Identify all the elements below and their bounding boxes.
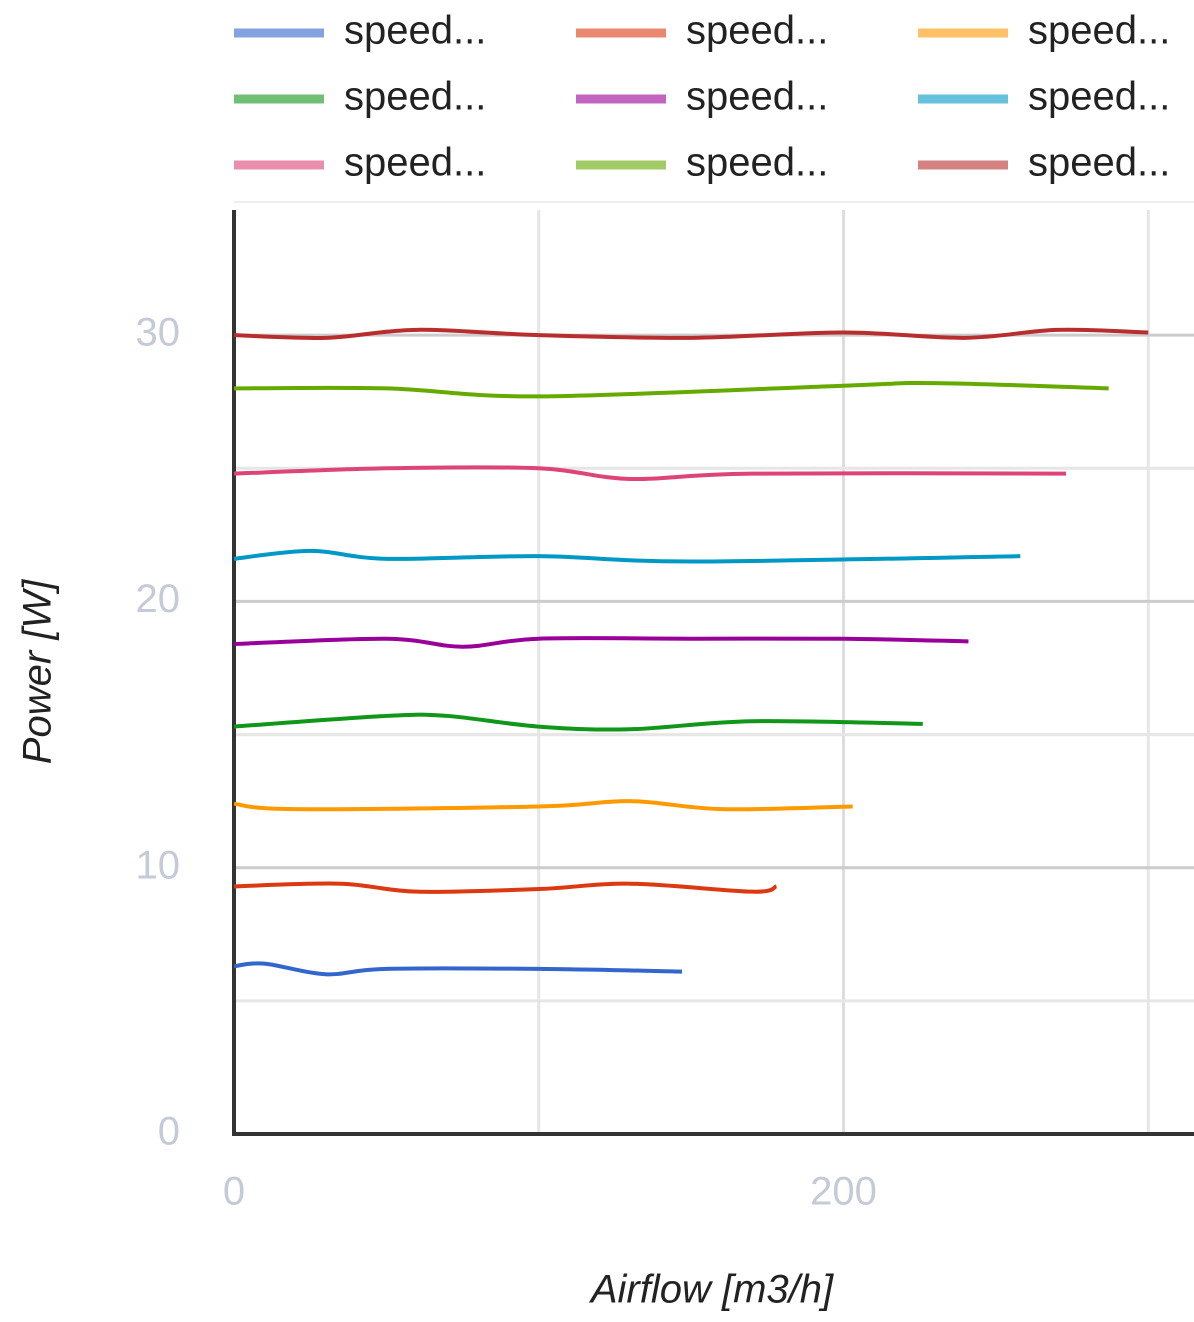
series-line: [233, 465, 1067, 482]
legend-label: speed...: [1028, 9, 1170, 53]
series-line: [233, 712, 923, 732]
y-axis-title: Power [W]: [16, 579, 60, 764]
y-tick-label: 0: [158, 1110, 180, 1154]
x-tick-label: 0: [223, 1170, 245, 1214]
legend-label: speed...: [344, 9, 486, 53]
series-line: [233, 548, 1021, 564]
legend-label: speed...: [1028, 75, 1170, 119]
series-line: [233, 881, 778, 894]
y-tick-label: 10: [136, 843, 181, 887]
legend-label: speed...: [344, 141, 486, 185]
x-axis-title: Airflow [m3/h]: [589, 1268, 834, 1312]
x-tick-label: 200: [810, 1170, 877, 1214]
series-line: [233, 799, 853, 812]
legend-label: speed...: [686, 75, 828, 119]
legend-label: speed...: [344, 75, 486, 119]
legend-label: speed...: [686, 9, 828, 53]
y-tick-label: 20: [136, 577, 181, 621]
legend-label: speed...: [686, 141, 828, 185]
series-line: [233, 961, 683, 977]
series-line: [233, 636, 969, 649]
series-line: [233, 380, 1109, 399]
series-line: [233, 327, 1149, 340]
y-tick-label: 30: [136, 311, 181, 355]
legend-label: speed...: [1028, 141, 1170, 185]
